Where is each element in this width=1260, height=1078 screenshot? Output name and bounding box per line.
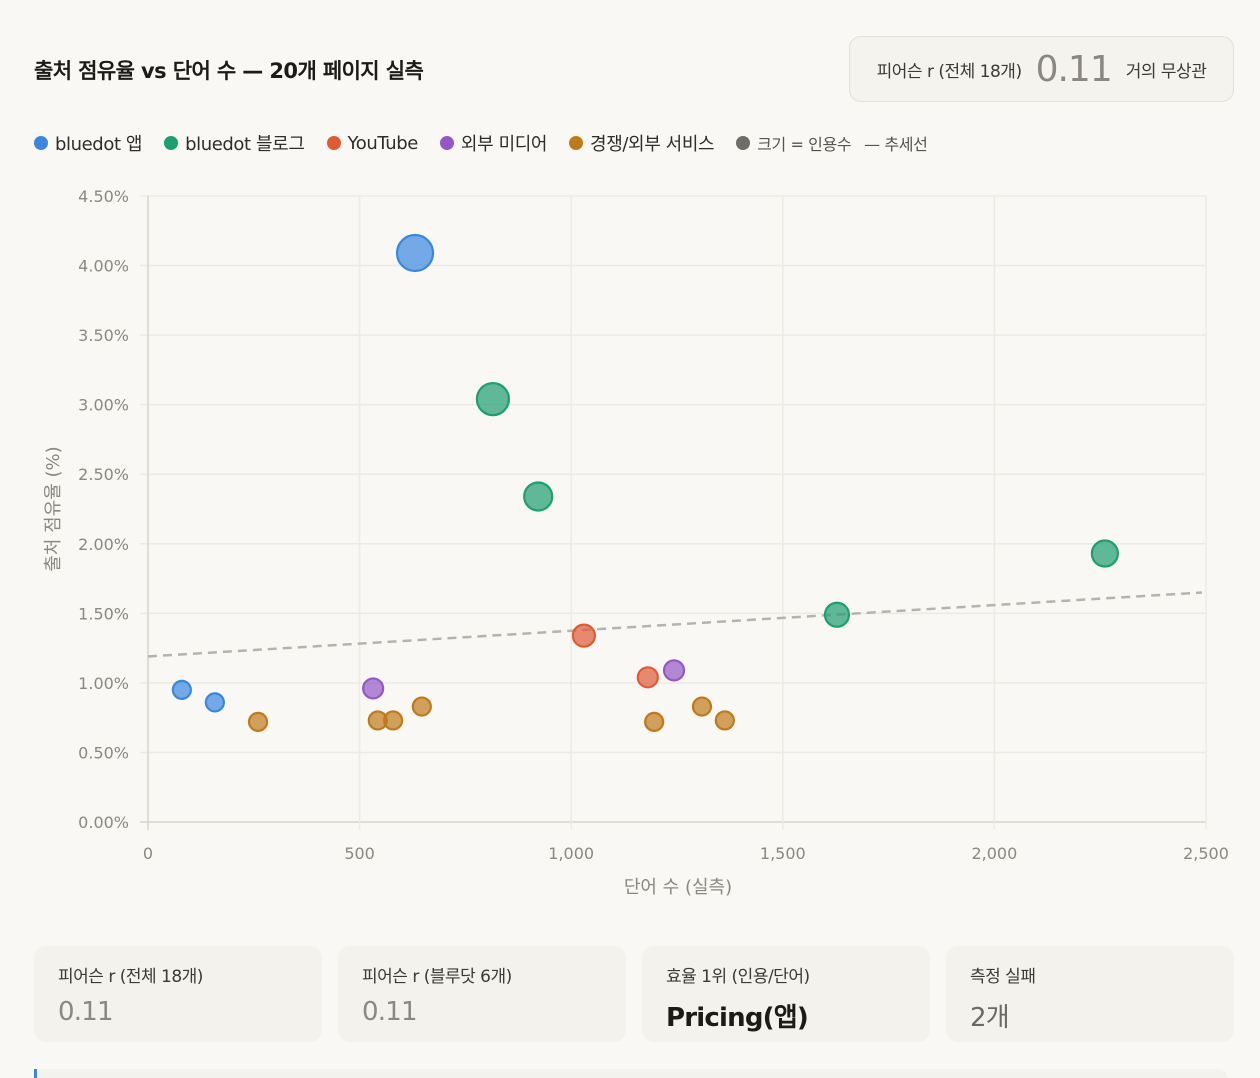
pearson-badge-note: 거의 무상관 [1125, 61, 1207, 82]
data-point[interactable] [714, 710, 735, 731]
y-tick-label: 4.00% [78, 257, 129, 276]
legend-label: 외부 미디어 [460, 134, 548, 155]
pearson-badge: 피어슨 r (전체 18개) 0.11 거의 무상관 [849, 36, 1234, 102]
x-tick-label: 1,000 [548, 844, 594, 863]
pearson-badge-value: 0.11 [1035, 48, 1113, 90]
legend-size-note: 크기 = 인용수 — 추세선 [736, 131, 928, 155]
x-tick-label: 1,500 [760, 844, 806, 863]
data-point[interactable] [691, 696, 713, 717]
legend-item-bluedot-blog: bluedot 블로그 [164, 130, 305, 156]
y-tick-label: 1.50% [78, 604, 129, 623]
y-tick-label: 2.00% [78, 535, 129, 554]
kpi-measure-failures: 측정 실패 2개 [946, 946, 1234, 1042]
y-tick-label: 0.50% [78, 743, 129, 762]
x-axis-ticks: 0 500 1,000 1,500 2,000 2,500 [143, 844, 1229, 863]
legend-dot-icon [569, 136, 584, 150]
x-tick-label: 0 [143, 844, 153, 863]
pearson-badge-label: 피어슨 r (전체 18개) [876, 61, 1022, 82]
kpi-pearson-all: 피어슨 r (전체 18개) 0.11 [34, 946, 322, 1042]
data-point[interactable] [823, 601, 851, 628]
legend-item-youtube: YouTube [326, 132, 419, 154]
data-point[interactable] [204, 692, 225, 713]
kpi-label: 피어슨 r (전체 18개) [58, 967, 203, 987]
legend-dot-icon [326, 136, 341, 150]
y-tick-label: 4.50% [78, 187, 129, 206]
kpi-row: 피어슨 r (전체 18개) 0.11 피어슨 r (블루닷 6개) 0.11 … [34, 946, 1234, 1042]
legend-label: bluedot 블로그 [185, 134, 305, 155]
data-point[interactable] [247, 711, 269, 732]
data-points [171, 233, 1119, 732]
legend-dot-icon [34, 136, 48, 150]
legend-item-competitor: 경쟁/외부 서비스 [569, 130, 715, 156]
x-tick-label: 2,000 [971, 844, 1017, 863]
legend-label: bluedot 앱 [55, 134, 143, 155]
kpi-label: 피어슨 r (블루닷 6개) [362, 967, 512, 987]
y-axis-label: 출처 점유율 (%) [43, 446, 64, 571]
data-point[interactable] [362, 677, 385, 700]
trendline [147, 591, 1203, 658]
trend-note-label: — 추세선 [864, 135, 928, 154]
size-dot-icon [736, 136, 751, 150]
data-point[interactable] [523, 481, 554, 512]
size-note-label: 크기 = 인용수 [757, 135, 852, 154]
kpi-value: 0.11 [58, 997, 114, 1027]
data-point[interactable] [171, 679, 192, 700]
chart-grid [140, 195, 1207, 830]
chart-legend: bluedot 앱 bluedot 블로그 YouTube 외부 미디어 경쟁/… [34, 130, 928, 156]
kpi-value: 2개 [970, 1003, 1010, 1033]
kpi-pearson-bluedot: 피어슨 r (블루닷 6개) 0.11 [338, 946, 626, 1042]
data-point[interactable] [382, 710, 404, 731]
data-point[interactable] [644, 711, 665, 732]
chart-title: 출처 점유율 vs 단어 수 — 20개 페이지 실측 [34, 59, 424, 83]
x-tick-label: 500 [344, 844, 375, 863]
kpi-label: 효율 1위 (인용/단어) [666, 967, 810, 987]
y-tick-label: 3.00% [78, 396, 129, 415]
x-axis-label: 단어 수 (실측) [624, 877, 732, 898]
x-tick-label: 2,500 [1183, 844, 1229, 863]
y-tick-label: 2.50% [78, 465, 129, 484]
legend-dot-icon [439, 136, 454, 150]
data-point[interactable] [475, 382, 511, 417]
data-point[interactable] [395, 233, 435, 273]
y-tick-label: 0.00% [78, 813, 129, 832]
legend-label: 경쟁/외부 서비스 [590, 134, 715, 155]
kpi-label: 측정 실패 [970, 967, 1036, 987]
legend-label: YouTube [347, 132, 419, 154]
legend-item-bluedot-app: bluedot 앱 [34, 130, 142, 156]
kpi-value: 0.11 [362, 997, 418, 1027]
data-point[interactable] [662, 659, 686, 682]
legend-dot-icon [164, 136, 179, 150]
y-tick-label: 1.00% [78, 674, 129, 693]
y-tick-label: 3.50% [78, 326, 129, 345]
data-point[interactable] [636, 666, 659, 689]
data-point[interactable] [411, 696, 432, 717]
note-callout [34, 1069, 1228, 1078]
kpi-value: Pricing(앱) [666, 1003, 809, 1033]
scatter-chart: 0.00% 0.50% 1.00% 1.50% 2.00% 2.50% 3.00% 3.50%… [43, 187, 1229, 898]
legend-item-external-media: 외부 미디어 [439, 130, 548, 156]
data-point[interactable] [1090, 539, 1119, 568]
kpi-top-efficiency: 효율 1위 (인용/단어) Pricing(앱) [642, 946, 930, 1042]
data-point[interactable] [571, 623, 596, 648]
y-axis-ticks: 0.00% 0.50% 1.00% 1.50% 2.00% 2.50% 3.00% 3.50%… [78, 187, 129, 832]
